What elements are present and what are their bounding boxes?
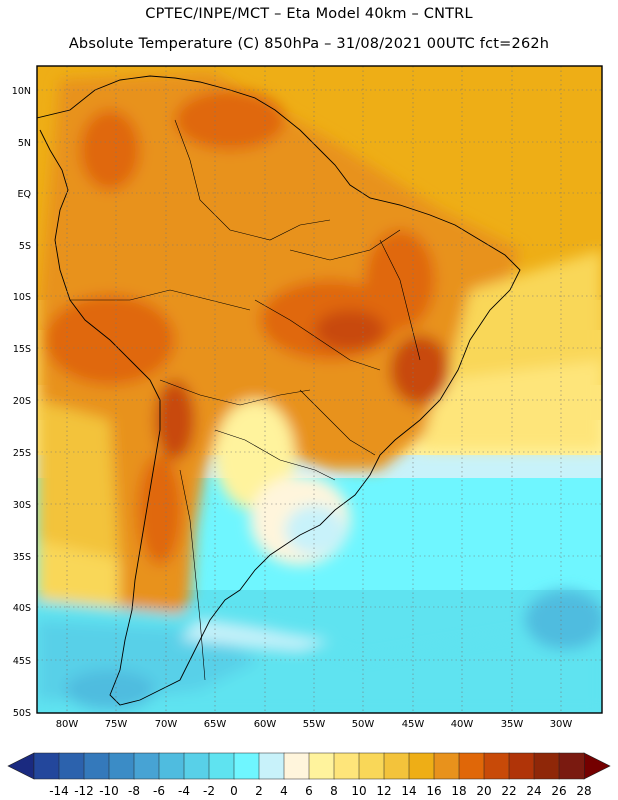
colorbar-swatch (208, 752, 235, 780)
colorbar-label: 28 (576, 784, 591, 798)
country-borders (70, 119, 421, 681)
colorbar-label: -14 (49, 784, 69, 798)
colorbar-label: -8 (128, 784, 140, 798)
lon-tick-label: 75W (105, 719, 128, 730)
colorbar-label: 18 (451, 784, 466, 798)
map-subtitle: Absolute Temperature (C) 850hPa – 31/08/… (68, 36, 550, 52)
lon-tick-label: 30W (550, 719, 573, 730)
colorbar-swatch (283, 752, 310, 780)
lon-tick-label: 80W (56, 719, 79, 730)
colorbar-label: 14 (401, 784, 416, 798)
map-frame (36, 65, 603, 714)
lon-tick-label: 35W (501, 719, 524, 730)
colorbar-swatch (308, 752, 335, 780)
longitude-axis: 80W 75W 70W 65W 60W 55W 50W 45W 40W 35W … (56, 719, 573, 730)
lon-tick-label: 45W (402, 719, 425, 730)
colorbar-swatch (133, 752, 160, 780)
colorbar-swatch (58, 752, 85, 780)
colorbar-label: 8 (330, 784, 338, 798)
lat-tick-label: 25S (13, 448, 31, 459)
colorbar-label: 16 (426, 784, 441, 798)
colorbar-swatch (483, 752, 510, 780)
colorbar-swatch (83, 752, 110, 780)
colorbar-label: -6 (153, 784, 165, 798)
lat-tick-label: 10S (13, 292, 31, 303)
lat-tick-label: 5S (19, 241, 31, 252)
colorbar: -14 -12 -10 -8 -6 -4 -2 0 2 4 6 8 10 12 14 16 18 20 22 24 26… (7, 752, 611, 798)
lat-tick-label: 45S (13, 656, 31, 667)
colorbar-high-arrow (583, 752, 611, 780)
colorbar-swatch (508, 752, 535, 780)
coastline (37, 75, 521, 706)
colorbar-swatch (533, 752, 560, 780)
colorbar-low-arrow (7, 752, 35, 780)
lat-tick-label: 50S (13, 708, 31, 719)
colorbar-label: -12 (74, 784, 94, 798)
colorbar-label: -10 (99, 784, 119, 798)
colorbar-label: 0 (230, 784, 238, 798)
colorbar-swatch (108, 752, 135, 780)
lat-tick-label: 30S (13, 500, 31, 511)
colorbar-swatch (183, 752, 210, 780)
colorbar-swatch (33, 752, 60, 780)
colorbar-label: 6 (305, 784, 313, 798)
colorbar-label: -2 (203, 784, 215, 798)
lon-tick-label: 60W (254, 719, 277, 730)
colorbar-swatch (383, 752, 410, 780)
colorbar-swatch (358, 752, 385, 780)
lat-tick-label: 5N (18, 138, 31, 149)
colorbar-swatch (258, 752, 285, 780)
colorbar-swatch (233, 752, 260, 780)
latitude-axis: 10N 5N EQ 5S 10S 15S 20S 25S 30S 35S 40S… (12, 86, 31, 719)
lat-tick-label: 20S (13, 396, 31, 407)
colorbar-label: 2 (255, 784, 263, 798)
colorbar-swatch (333, 752, 360, 780)
colorbar-swatch (408, 752, 435, 780)
lat-tick-label: 15S (13, 344, 31, 355)
colorbar-swatch (433, 752, 460, 780)
temperature-field (37, 66, 602, 713)
colorbar-swatch (558, 752, 585, 780)
lat-tick-label: EQ (18, 189, 31, 200)
lon-tick-label: 65W (204, 719, 227, 730)
colorbar-label: 24 (526, 784, 541, 798)
map-title: CPTEC/INPE/MCT – Eta Model 40km – CNTRL (145, 6, 473, 22)
colorbar-swatch (458, 752, 485, 780)
colorbar-label: 10 (351, 784, 366, 798)
lat-tick-label: 35S (13, 552, 31, 563)
lon-tick-label: 70W (155, 719, 178, 730)
colorbar-label: 22 (501, 784, 516, 798)
colorbar-swatch (158, 752, 185, 780)
colorbar-label: 4 (280, 784, 288, 798)
colorbar-label: -4 (178, 784, 190, 798)
colorbar-label: 12 (376, 784, 391, 798)
lon-tick-label: 50W (352, 719, 375, 730)
colorbar-label: 20 (476, 784, 491, 798)
lat-tick-label: 40S (13, 603, 31, 614)
lon-tick-label: 55W (303, 719, 326, 730)
lon-tick-label: 40W (451, 719, 474, 730)
colorbar-label: 26 (551, 784, 566, 798)
lat-tick-label: 10N (12, 86, 31, 97)
